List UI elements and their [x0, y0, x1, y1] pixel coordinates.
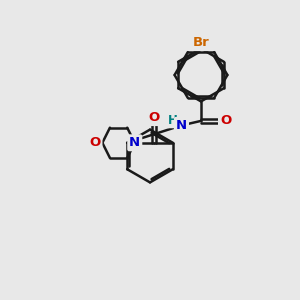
Text: O: O [148, 111, 160, 124]
Text: Br: Br [193, 36, 209, 49]
Text: O: O [220, 114, 231, 128]
Text: N: N [129, 136, 140, 149]
Text: O: O [89, 136, 100, 149]
Text: H: H [168, 113, 178, 127]
Text: N: N [176, 119, 187, 132]
